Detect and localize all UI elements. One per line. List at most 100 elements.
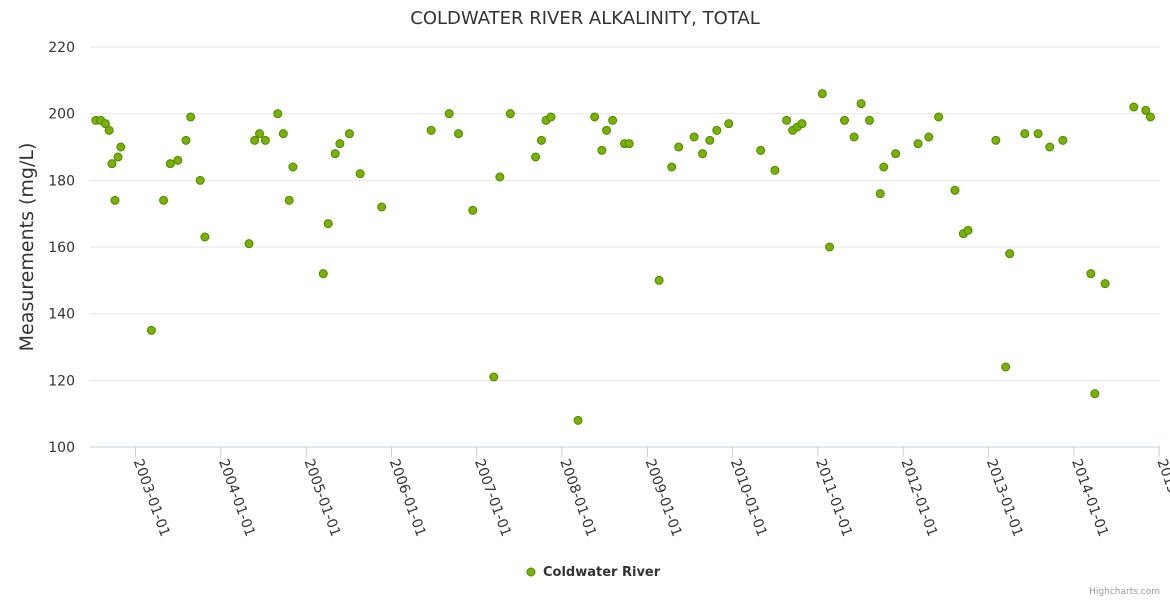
y-gridlines — [90, 46, 1160, 381]
data-point[interactable] — [1005, 249, 1015, 259]
data-point[interactable] — [608, 115, 618, 125]
data-point[interactable] — [344, 129, 354, 139]
data-point[interactable] — [991, 135, 1001, 145]
data-point[interactable] — [913, 139, 923, 149]
data-point[interactable] — [100, 119, 110, 129]
data-point[interactable] — [698, 149, 708, 159]
data-point[interactable] — [453, 129, 463, 139]
x-tick-label: 2011-01-01 — [812, 457, 855, 539]
data-point[interactable] — [1090, 389, 1100, 399]
legend-item-coldwater-river[interactable]: Coldwater River — [543, 565, 661, 580]
data-point[interactable] — [1020, 129, 1030, 139]
data-point[interactable] — [712, 125, 722, 135]
data-point[interactable] — [624, 139, 634, 149]
data-point[interactable] — [654, 275, 664, 285]
data-point[interactable] — [963, 225, 973, 235]
data-point[interactable] — [426, 125, 436, 135]
data-point[interactable] — [159, 195, 169, 205]
data-point[interactable] — [840, 115, 850, 125]
data-point[interactable] — [770, 165, 780, 175]
data-point[interactable] — [875, 189, 885, 199]
data-point[interactable] — [849, 132, 859, 142]
x-tick-label: 2003-01-01 — [130, 457, 173, 539]
series-coldwater-river[interactable] — [91, 89, 1155, 425]
data-point[interactable] — [186, 112, 196, 122]
x-tick-label: 2013-01-01 — [983, 457, 1026, 539]
data-point[interactable] — [724, 119, 734, 129]
data-point[interactable] — [495, 172, 505, 182]
data-point[interactable] — [1058, 135, 1068, 145]
data-point[interactable] — [278, 129, 288, 139]
data-point[interactable] — [1001, 362, 1011, 372]
data-point[interactable] — [323, 219, 333, 229]
data-point[interactable] — [107, 159, 117, 169]
data-point[interactable] — [950, 185, 960, 195]
data-point[interactable] — [924, 132, 934, 142]
data-point[interactable] — [546, 112, 556, 122]
data-point[interactable] — [1145, 112, 1155, 122]
data-point[interactable] — [674, 142, 684, 152]
data-point[interactable] — [1045, 142, 1055, 152]
data-point[interactable] — [667, 162, 677, 172]
data-point[interactable] — [116, 142, 126, 152]
data-point[interactable] — [1033, 129, 1043, 139]
data-point[interactable] — [782, 115, 792, 125]
data-point[interactable] — [573, 415, 583, 425]
data-point[interactable] — [1141, 105, 1151, 115]
data-point[interactable] — [288, 162, 298, 172]
y-axis: 100 120 140 160 180 200 220 — [48, 40, 75, 456]
data-point[interactable] — [797, 119, 807, 129]
data-point[interactable] — [689, 132, 699, 142]
data-point[interactable] — [825, 242, 835, 252]
data-point[interactable] — [756, 145, 766, 155]
data-point[interactable] — [255, 129, 265, 139]
data-point[interactable] — [505, 109, 515, 119]
data-point[interactable] — [260, 135, 270, 145]
data-point[interactable] — [468, 205, 478, 215]
data-point[interactable] — [602, 125, 612, 135]
data-point[interactable] — [590, 112, 600, 122]
data-point[interactable] — [444, 109, 454, 119]
data-point[interactable] — [195, 175, 205, 185]
data-point[interactable] — [173, 155, 183, 165]
data-point[interactable] — [104, 125, 114, 135]
y-tick-label: 220 — [48, 40, 75, 56]
data-point[interactable] — [879, 162, 889, 172]
legend[interactable]: Coldwater River — [526, 565, 661, 580]
credits-link[interactable]: Highcharts.com — [1089, 587, 1160, 597]
data-point[interactable] — [273, 109, 283, 119]
data-point[interactable] — [597, 145, 607, 155]
data-point[interactable] — [891, 149, 901, 159]
data-point[interactable] — [377, 202, 387, 212]
data-point[interactable] — [330, 149, 340, 159]
x-tick-label: 2010-01-01 — [727, 457, 770, 539]
data-point[interactable] — [200, 232, 210, 242]
data-point[interactable] — [318, 269, 328, 279]
data-point[interactable] — [1100, 279, 1110, 289]
data-point[interactable] — [284, 195, 294, 205]
data-point[interactable] — [244, 239, 254, 249]
data-point[interactable] — [181, 135, 191, 145]
data-point[interactable] — [705, 135, 715, 145]
data-point[interactable] — [531, 152, 541, 162]
chart-title: COLDWATER RIVER ALKALINITY, TOTAL — [410, 8, 759, 29]
data-point[interactable] — [1086, 269, 1096, 279]
data-point[interactable] — [536, 135, 546, 145]
x-tick-label: 2008-01-01 — [556, 457, 599, 539]
data-point[interactable] — [934, 112, 944, 122]
data-point[interactable] — [817, 89, 827, 99]
x-tick-label: 2014-01-01 — [1068, 457, 1111, 539]
data-point[interactable] — [113, 152, 123, 162]
data-point[interactable] — [856, 99, 866, 109]
data-point[interactable] — [110, 195, 120, 205]
data-point[interactable] — [355, 169, 365, 179]
data-point[interactable] — [335, 139, 345, 149]
y-tick-label: 120 — [48, 373, 75, 389]
data-point[interactable] — [489, 372, 499, 382]
data-point[interactable] — [1129, 102, 1139, 112]
data-point[interactable] — [250, 135, 260, 145]
data-point[interactable] — [165, 159, 175, 169]
x-tick-label: 2015-01-01 — [1153, 457, 1170, 539]
data-point[interactable] — [146, 325, 156, 335]
data-point[interactable] — [864, 115, 874, 125]
